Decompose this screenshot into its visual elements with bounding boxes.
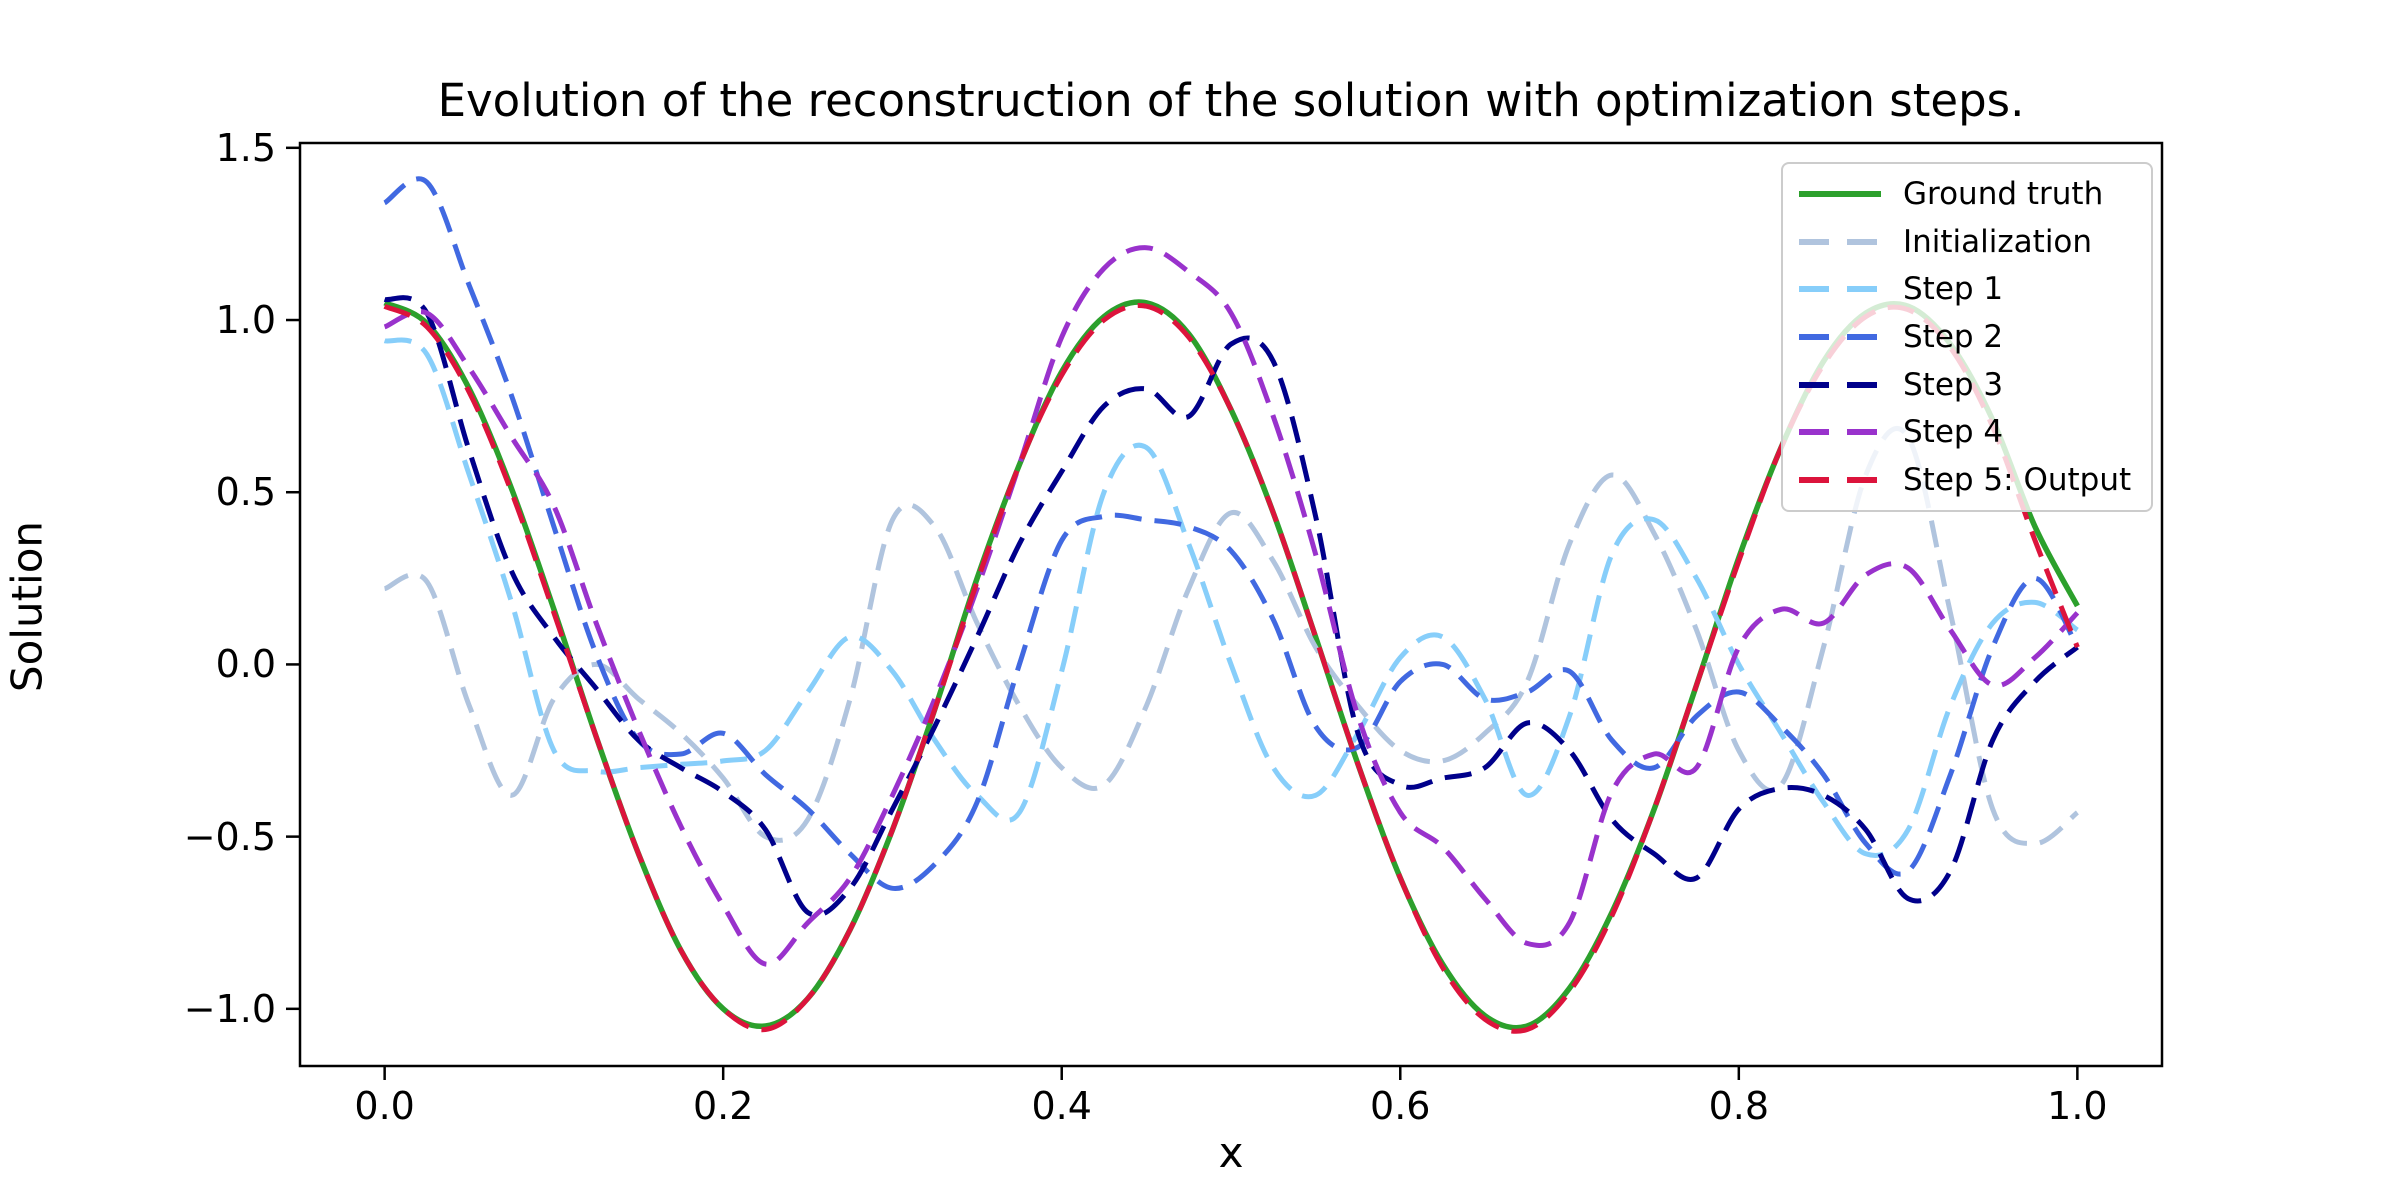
- legend-line-ground-truth-icon: [1799, 190, 1881, 197]
- legend-line-step-5-output-icon: [1799, 477, 1881, 484]
- legend-label-step-2: Step 2: [1903, 318, 2004, 355]
- x-tick-0.0: 0.0: [354, 1084, 415, 1128]
- curve-step-4: [383, 245, 2080, 967]
- y-tick-1.5: 1.5: [215, 125, 276, 170]
- legend-item-step-4: Step 4: [1797, 410, 2137, 454]
- legend-label-step-5-output: Step 5: Output: [1903, 462, 2132, 499]
- x-tick-0.4: 0.4: [1031, 1084, 1092, 1128]
- curve-step-3: [383, 295, 2079, 918]
- legend-item-initialization: Initialization: [1797, 220, 2137, 264]
- legend-item-ground-truth: Ground truth: [1797, 172, 2137, 216]
- legend-line-step-4-icon: [1799, 429, 1881, 436]
- legend-label-step-4: Step 4: [1903, 414, 2004, 451]
- x-tick-0.6: 0.6: [1370, 1084, 1431, 1128]
- x-axis-label: x: [1218, 1128, 1244, 1177]
- tick-marks: [286, 146, 2079, 1080]
- legend-label-ground-truth: Ground truth: [1903, 175, 2104, 212]
- y-tick-neg-0.5: −0.5: [183, 814, 276, 859]
- legend-label-step-1: Step 1: [1903, 271, 2004, 308]
- legend-label-initialization: Initialization: [1903, 223, 2093, 260]
- legend-item-step-5-output: Step 5: Output: [1797, 458, 2137, 502]
- legend-line-initialization-icon: [1799, 238, 1881, 245]
- legend-item-step-2: Step 2: [1797, 315, 2137, 359]
- x-tick-0.2: 0.2: [692, 1084, 754, 1128]
- curve-initialization: [383, 426, 2080, 846]
- y-tick-1.0: 1.0: [215, 298, 276, 343]
- y-axis-label: Solution: [2, 520, 52, 693]
- legend-line-step-2-icon: [1799, 333, 1881, 340]
- legend-line-step-1-icon: [1799, 286, 1881, 293]
- legend: Ground truth Initialization Step 1 Step …: [1781, 162, 2153, 512]
- legend-item-step-1: Step 1: [1797, 267, 2137, 311]
- x-tick-1.0: 1.0: [2047, 1084, 2108, 1128]
- axes-frame: [298, 141, 2164, 1068]
- x-tick-0.8: 0.8: [1708, 1084, 1770, 1128]
- chart-title: Evolution of the reconstruction of the s…: [437, 74, 2025, 127]
- legend-item-step-3: Step 3: [1797, 363, 2137, 407]
- legend-label-step-3: Step 3: [1903, 366, 2004, 403]
- curve-step-1: [383, 337, 2079, 858]
- y-tick-0.5: 0.5: [215, 470, 276, 515]
- y-tick-0.0: 0.0: [215, 642, 276, 687]
- y-tick-neg-1.0: −1.0: [183, 986, 276, 1031]
- legend-line-step-3-icon: [1799, 381, 1881, 388]
